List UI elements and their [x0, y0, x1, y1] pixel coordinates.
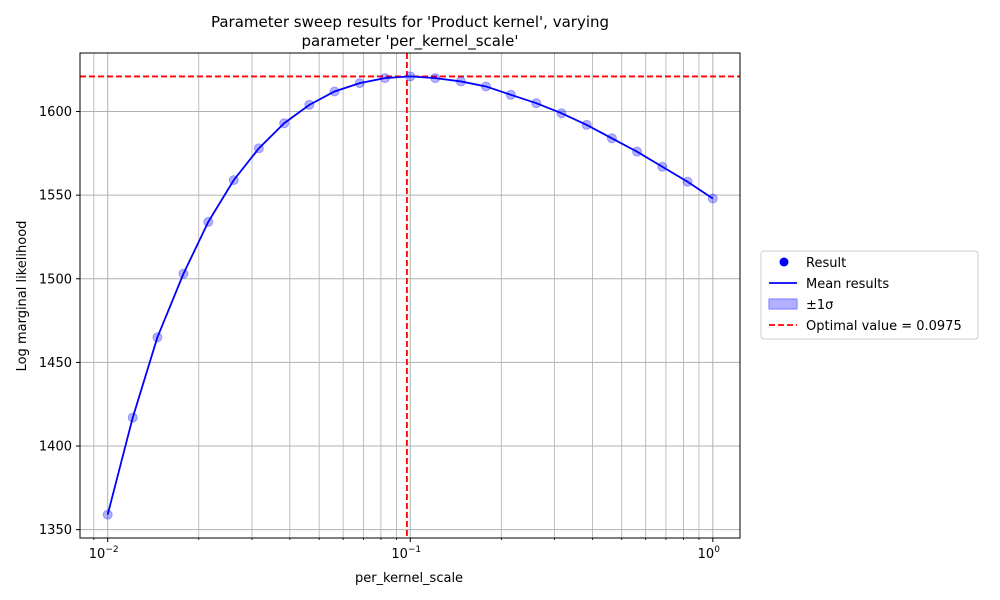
y-tick-label: 1450 [39, 356, 72, 371]
result-point [228, 175, 239, 186]
y-tick-label: 1550 [39, 189, 72, 204]
legend-result-label: Result [806, 256, 846, 271]
result-point [657, 161, 668, 172]
result-point [430, 73, 441, 84]
y-axis-ticks: 1350 1400 1450 1500 1550 1600 [39, 105, 80, 538]
title-line-1: Parameter sweep results for 'Product ker… [211, 13, 609, 31]
legend: Result Mean results ±1σ Optimal value = … [760, 250, 979, 340]
legend-box [760, 250, 979, 340]
result-point [606, 133, 617, 144]
result-point [556, 108, 567, 119]
result-point [632, 146, 643, 157]
y-tick-label: 1500 [39, 272, 72, 287]
mean-results-line [106, 75, 714, 515]
y-tick-label: 1600 [39, 105, 72, 120]
result-point [304, 99, 315, 110]
result-point [253, 143, 264, 154]
legend-result-marker [779, 257, 789, 267]
result-point [481, 81, 492, 92]
result-point [581, 119, 592, 130]
result-point [203, 216, 214, 227]
result-point [505, 89, 516, 100]
legend-optimal-label: Optimal value = 0.0975 [806, 319, 962, 334]
result-point [354, 78, 365, 89]
result-point [152, 332, 163, 343]
x-axis-label: per_kernel_scale [355, 571, 463, 586]
x-tick-label: 10−2 [89, 545, 119, 562]
reference-lines [80, 53, 740, 538]
chart-title: Parameter sweep results for 'Product ker… [211, 13, 609, 51]
result-point [102, 509, 113, 520]
result-point [379, 73, 390, 84]
result-point [405, 71, 416, 82]
result-point [279, 118, 290, 129]
result-point [329, 86, 340, 97]
result-point [127, 412, 138, 423]
y-tick-label: 1350 [39, 523, 72, 538]
result-point [707, 193, 718, 204]
legend-band-swatch [768, 298, 798, 310]
x-axis-ticks: 10−2 10−1 100 [89, 538, 720, 562]
mean-results-polyline [106, 75, 714, 515]
y-tick-label: 1400 [39, 440, 72, 455]
title-line-2: parameter 'per_kernel_scale' [302, 32, 519, 51]
legend-band-label: ±1σ [806, 298, 833, 313]
x-tick-label: 10−1 [391, 545, 421, 562]
result-points [102, 71, 718, 520]
legend-mean-label: Mean results [806, 277, 889, 292]
result-point [531, 98, 542, 109]
y-axis-label: Log marginal likelihood [15, 221, 30, 372]
result-point [682, 176, 693, 187]
result-point [178, 268, 189, 279]
grid [80, 53, 740, 538]
result-point [455, 76, 466, 87]
x-tick-label: 100 [698, 545, 721, 562]
